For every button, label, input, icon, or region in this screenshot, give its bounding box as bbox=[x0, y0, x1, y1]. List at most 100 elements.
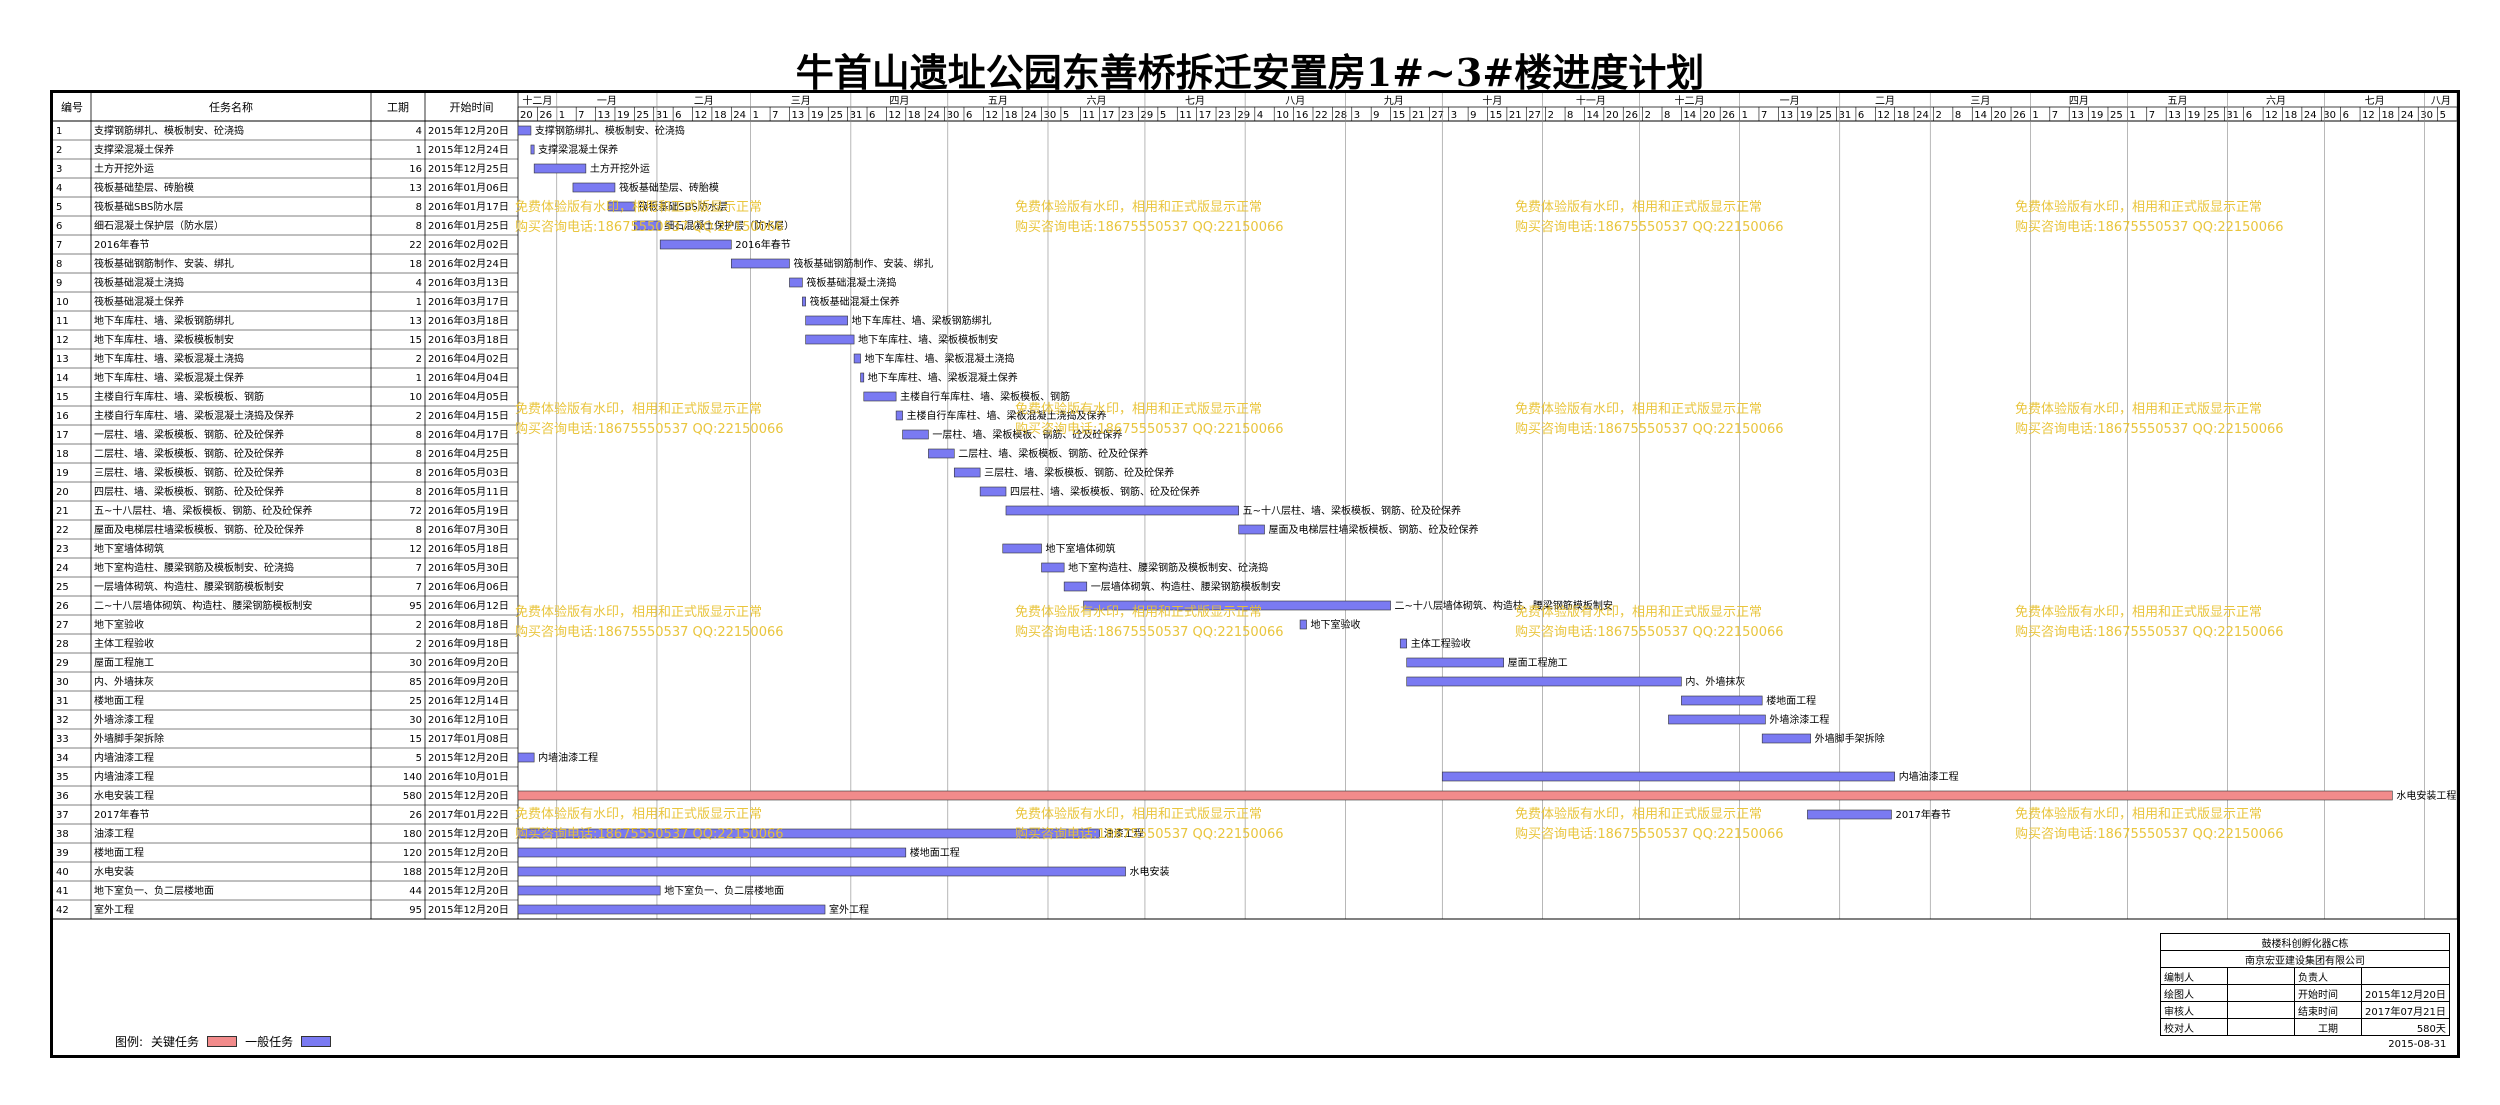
task-bar bbox=[730, 258, 790, 269]
week-label: 2 bbox=[1645, 110, 1651, 121]
legend-title: 图例: bbox=[115, 1035, 144, 1049]
legend: 图例: 关键任务 一般任务 bbox=[115, 1033, 332, 1050]
task-bar-label: 支撑梁混凝土保养 bbox=[538, 143, 618, 156]
task-duration: 180 bbox=[403, 829, 422, 840]
task-start: 2015年12月20日 bbox=[428, 789, 509, 802]
task-bar-label: 筏板基础混凝土保养 bbox=[810, 295, 900, 308]
task-name: 水电安装工程 bbox=[94, 789, 154, 802]
info-date: 2015-08-31 bbox=[2388, 1038, 2447, 1050]
task-bar bbox=[1238, 524, 1265, 535]
task-id: 30 bbox=[56, 677, 69, 688]
task-duration: 18 bbox=[409, 259, 422, 270]
task-bar-label: 四层柱、墙、梁板模板、钢筋、砼及砼保养 bbox=[1010, 485, 1200, 498]
task-name: 地下室负一、负二层楼地面 bbox=[94, 884, 214, 897]
week-label: 27 bbox=[1528, 110, 1541, 121]
task-duration: 15 bbox=[409, 734, 422, 745]
week-label: 29 bbox=[1140, 110, 1153, 121]
week-label: 18 bbox=[2284, 110, 2297, 121]
task-duration: 44 bbox=[409, 886, 422, 897]
week-label: 7 bbox=[2149, 110, 2155, 121]
month-label: 十一月 bbox=[1576, 94, 1606, 107]
week-label: 30 bbox=[2323, 110, 2336, 121]
task-duration: 8 bbox=[416, 487, 422, 498]
task-name: 主体工程验收 bbox=[94, 637, 154, 650]
task-name: 土方开挖外运 bbox=[94, 162, 154, 175]
task-duration: 15 bbox=[409, 335, 422, 346]
task-duration: 4 bbox=[416, 126, 422, 137]
month-label: 十月 bbox=[1482, 94, 1502, 107]
task-id: 4 bbox=[56, 183, 62, 194]
task-bar-label: 筏板基础钢筋制作、安装、绑扎 bbox=[793, 257, 933, 270]
week-label: 4 bbox=[1257, 110, 1263, 121]
task-duration: 2 bbox=[416, 620, 422, 631]
info-checker-label: 校对人 bbox=[2160, 1018, 2228, 1036]
week-label: 13 bbox=[598, 110, 611, 121]
task-id: 31 bbox=[56, 696, 69, 707]
month-label: 四月 bbox=[2069, 95, 2089, 107]
week-label: 22 bbox=[1315, 110, 1328, 121]
task-start: 2016年01月25日 bbox=[428, 219, 509, 232]
task-duration: 10 bbox=[409, 392, 422, 403]
task-bar-label: 外墙涂漆工程 bbox=[1769, 713, 1829, 726]
task-bar bbox=[1807, 809, 1892, 820]
info-reviewer-label: 绘图人 bbox=[2160, 984, 2228, 1002]
week-label: 30 bbox=[947, 110, 960, 121]
month-label: 三月 bbox=[1970, 95, 1990, 107]
task-id: 1 bbox=[56, 126, 62, 137]
task-name: 室外工程 bbox=[94, 903, 134, 916]
task-id: 18 bbox=[56, 449, 69, 460]
task-start: 2016年06月06日 bbox=[428, 580, 509, 593]
task-bar bbox=[1399, 638, 1408, 649]
week-label: 12 bbox=[2265, 110, 2278, 121]
month-label: 九月 bbox=[1384, 95, 1404, 107]
month-label: 二月 bbox=[1875, 95, 1895, 107]
task-id: 7 bbox=[56, 240, 62, 251]
task-id: 34 bbox=[56, 753, 69, 764]
task-duration: 26 bbox=[409, 810, 422, 821]
week-label: 6 bbox=[966, 110, 972, 121]
week-label: 1 bbox=[753, 110, 759, 121]
task-bar-label: 地下室墙体砌筑 bbox=[1046, 542, 1116, 555]
task-name: 楼地面工程 bbox=[94, 846, 144, 859]
task-bar bbox=[789, 277, 803, 288]
week-label: 14 bbox=[1586, 110, 1599, 121]
task-name: 油漆工程 bbox=[94, 827, 134, 840]
task-bar-label: 楼地面工程 bbox=[1766, 694, 1816, 707]
week-label: 7 bbox=[2052, 110, 2058, 121]
task-bar-label: 水电安装 bbox=[1130, 865, 1170, 878]
week-label: 6 bbox=[1858, 110, 1864, 121]
task-id: 40 bbox=[56, 867, 69, 878]
task-duration: 13 bbox=[409, 183, 422, 194]
task-id: 19 bbox=[56, 468, 69, 479]
task-duration: 120 bbox=[403, 848, 422, 859]
task-bar bbox=[608, 201, 635, 212]
week-label: 20 bbox=[520, 110, 533, 121]
task-bar bbox=[1668, 714, 1766, 725]
info-period-label: 工期 bbox=[2294, 1018, 2362, 1036]
task-bar-label: 楼地面工程 bbox=[910, 846, 960, 859]
month-label: 十二月 bbox=[522, 94, 552, 107]
task-start: 2016年04月25日 bbox=[428, 447, 509, 460]
week-label: 27 bbox=[1431, 110, 1444, 121]
task-name: 主楼自行车库柱、墙、梁板混凝土浇捣及保养 bbox=[94, 409, 294, 422]
task-start: 2016年09月18日 bbox=[428, 637, 509, 650]
month-label: 一月 bbox=[597, 95, 617, 107]
task-start: 2015年12月20日 bbox=[428, 865, 509, 878]
task-start: 2016年08月18日 bbox=[428, 618, 509, 631]
task-id: 29 bbox=[56, 658, 69, 669]
task-start: 2016年04月17日 bbox=[428, 428, 509, 441]
legend-critical-label: 关键任务 bbox=[151, 1035, 200, 1049]
task-duration: 7 bbox=[416, 563, 422, 574]
task-bar-label: 一层柱、墙、梁板模板、钢筋、砼及砼保养 bbox=[932, 428, 1122, 441]
task-bar-label: 室外工程 bbox=[829, 903, 869, 916]
task-name: 2016年春节 bbox=[94, 238, 149, 251]
task-id: 36 bbox=[56, 791, 69, 802]
week-label: 24 bbox=[1024, 110, 1037, 121]
legend-normal-swatch bbox=[301, 1036, 332, 1047]
task-id: 20 bbox=[56, 487, 69, 498]
task-duration: 8 bbox=[416, 430, 422, 441]
task-bar bbox=[863, 391, 897, 402]
week-label: 13 bbox=[2168, 110, 2181, 121]
task-duration: 1 bbox=[416, 145, 422, 156]
week-label: 12 bbox=[695, 110, 708, 121]
